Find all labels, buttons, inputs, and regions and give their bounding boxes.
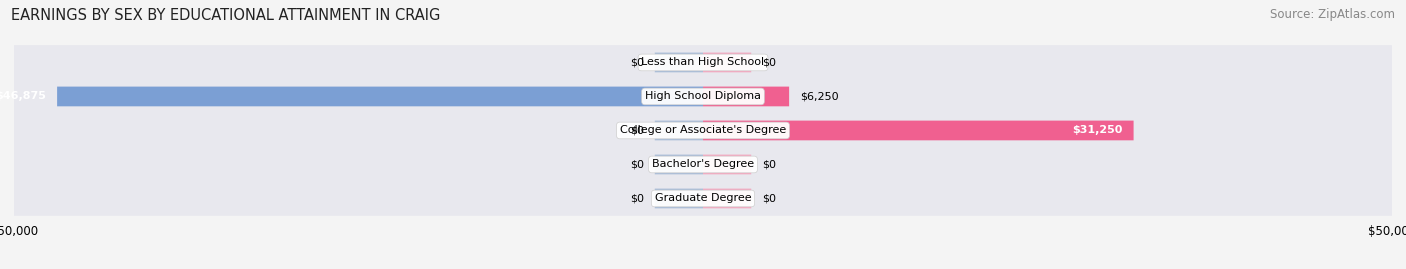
Text: $0: $0: [762, 193, 776, 203]
FancyBboxPatch shape: [14, 45, 1392, 80]
Text: Bachelor's Degree: Bachelor's Degree: [652, 160, 754, 169]
FancyBboxPatch shape: [655, 53, 703, 72]
Text: $0: $0: [630, 58, 644, 68]
Text: $0: $0: [762, 160, 776, 169]
FancyBboxPatch shape: [655, 121, 703, 140]
Text: $46,875: $46,875: [0, 91, 46, 101]
FancyBboxPatch shape: [14, 113, 1392, 148]
FancyBboxPatch shape: [703, 121, 1133, 140]
Text: $0: $0: [630, 125, 644, 136]
Text: Less than High School: Less than High School: [641, 58, 765, 68]
FancyBboxPatch shape: [58, 87, 703, 106]
Text: $0: $0: [630, 160, 644, 169]
Text: Graduate Degree: Graduate Degree: [655, 193, 751, 203]
Text: $6,250: $6,250: [800, 91, 839, 101]
Text: $31,250: $31,250: [1073, 125, 1122, 136]
Text: $0: $0: [762, 58, 776, 68]
FancyBboxPatch shape: [703, 87, 789, 106]
FancyBboxPatch shape: [703, 53, 751, 72]
FancyBboxPatch shape: [655, 189, 703, 208]
Text: Source: ZipAtlas.com: Source: ZipAtlas.com: [1270, 8, 1395, 21]
FancyBboxPatch shape: [655, 155, 703, 174]
FancyBboxPatch shape: [14, 79, 1392, 114]
Text: $0: $0: [630, 193, 644, 203]
Text: High School Diploma: High School Diploma: [645, 91, 761, 101]
Text: EARNINGS BY SEX BY EDUCATIONAL ATTAINMENT IN CRAIG: EARNINGS BY SEX BY EDUCATIONAL ATTAINMEN…: [11, 8, 440, 23]
FancyBboxPatch shape: [703, 155, 751, 174]
Text: College or Associate's Degree: College or Associate's Degree: [620, 125, 786, 136]
FancyBboxPatch shape: [703, 189, 751, 208]
FancyBboxPatch shape: [14, 181, 1392, 216]
FancyBboxPatch shape: [14, 147, 1392, 182]
